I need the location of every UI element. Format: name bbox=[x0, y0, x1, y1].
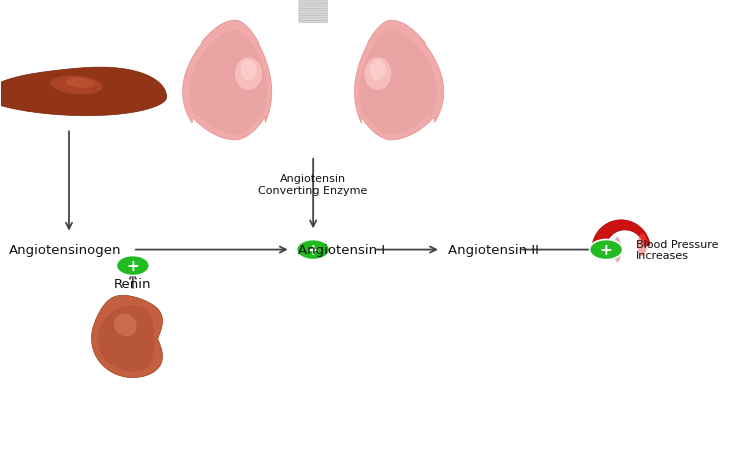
Ellipse shape bbox=[638, 234, 647, 257]
Circle shape bbox=[590, 240, 623, 260]
Text: Blood Pressure
Increases: Blood Pressure Increases bbox=[636, 239, 719, 261]
Text: Angiotensin II: Angiotensin II bbox=[449, 244, 539, 257]
Polygon shape bbox=[189, 31, 267, 134]
Text: Angiotensin
Converting Enzyme: Angiotensin Converting Enzyme bbox=[259, 174, 368, 195]
FancyBboxPatch shape bbox=[299, 19, 327, 21]
Polygon shape bbox=[0, 68, 167, 117]
Circle shape bbox=[296, 240, 329, 260]
Ellipse shape bbox=[51, 76, 103, 95]
Polygon shape bbox=[359, 31, 437, 134]
Ellipse shape bbox=[114, 314, 136, 337]
FancyBboxPatch shape bbox=[299, 6, 327, 9]
FancyBboxPatch shape bbox=[299, 4, 327, 7]
Polygon shape bbox=[592, 220, 650, 247]
Ellipse shape bbox=[241, 61, 256, 81]
FancyBboxPatch shape bbox=[299, 9, 327, 11]
Text: Renin: Renin bbox=[114, 277, 152, 291]
Ellipse shape bbox=[364, 58, 391, 91]
FancyBboxPatch shape bbox=[299, 21, 327, 24]
Text: +: + bbox=[307, 242, 320, 257]
Polygon shape bbox=[182, 21, 271, 140]
Circle shape bbox=[116, 256, 149, 276]
Text: +: + bbox=[127, 258, 139, 274]
Polygon shape bbox=[91, 296, 163, 378]
Ellipse shape bbox=[614, 237, 621, 263]
Ellipse shape bbox=[66, 78, 95, 89]
Text: +: + bbox=[599, 242, 612, 257]
FancyBboxPatch shape bbox=[299, 0, 327, 2]
Text: Angiotensinogen: Angiotensinogen bbox=[9, 244, 121, 257]
Ellipse shape bbox=[235, 58, 262, 91]
FancyBboxPatch shape bbox=[299, 2, 327, 5]
FancyBboxPatch shape bbox=[299, 11, 327, 14]
Polygon shape bbox=[0, 68, 167, 117]
Polygon shape bbox=[98, 306, 155, 372]
FancyBboxPatch shape bbox=[299, 14, 327, 17]
Polygon shape bbox=[354, 21, 444, 140]
FancyBboxPatch shape bbox=[299, 16, 327, 19]
Ellipse shape bbox=[369, 61, 386, 81]
Text: Angiotensin I: Angiotensin I bbox=[298, 244, 385, 257]
